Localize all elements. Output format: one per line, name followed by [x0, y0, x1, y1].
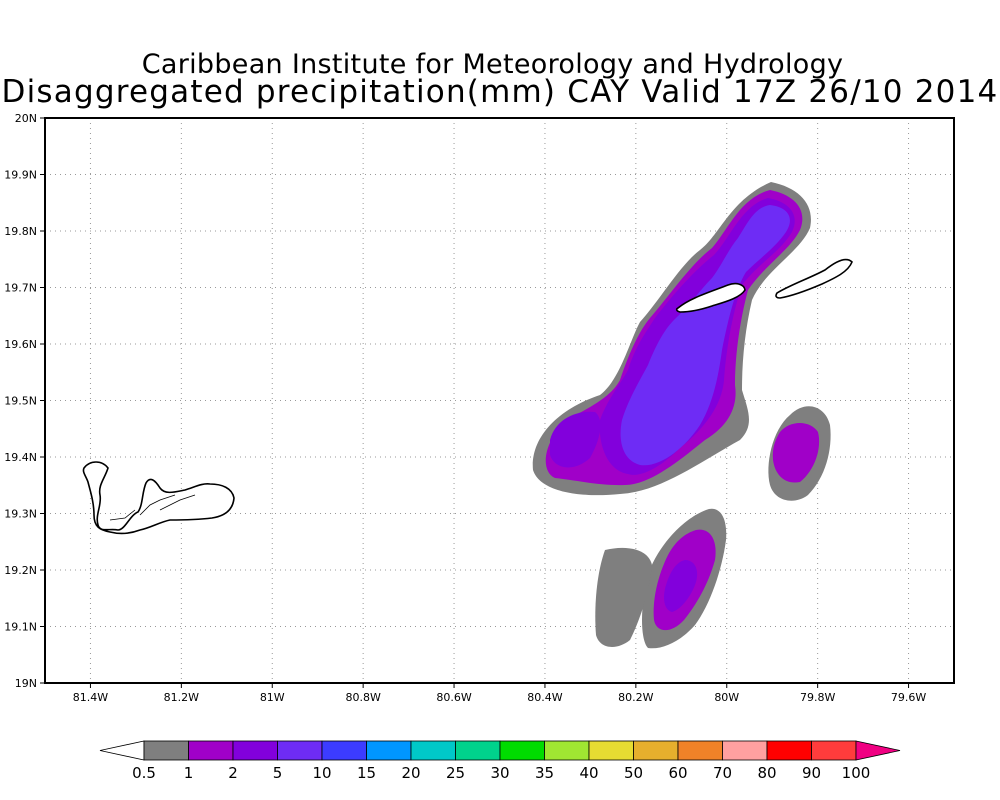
y-tick-label: 19N [15, 677, 37, 690]
x-tick-label: 80W [714, 691, 739, 704]
colorbar-swatch [143, 740, 189, 761]
colorbar-label: 2 [228, 764, 238, 782]
grand-cayman-detail [109, 494, 196, 521]
colorbar-swatch [588, 740, 634, 761]
x-tick-label: 81W [260, 691, 285, 704]
colorbar-swatch [677, 740, 723, 761]
x-tick-label: 79.6W [891, 691, 926, 704]
colorbar-label: 60 [668, 764, 687, 782]
y-tick-label: 19.4N [4, 451, 37, 464]
x-tick-label: 80.4W [527, 691, 562, 704]
y-tick-label: 19.6N [4, 338, 37, 351]
x-axis-ticks: 81.4W 81.2W 81W 80.8W 80.6W 80.4W 80.2W 80W 79.8… [73, 683, 926, 704]
grand-cayman-island [82, 461, 235, 535]
colorbar-swatch [188, 740, 234, 761]
y-tick-label: 20N [15, 112, 37, 125]
colorbar-swatch [321, 740, 367, 761]
colorbar-label: 0.5 [132, 764, 156, 782]
colorbar-swatch [410, 740, 456, 761]
colorbar-swatch [499, 740, 545, 761]
y-tick-label: 19.1N [4, 621, 37, 634]
colorbar-label: 15 [357, 764, 376, 782]
precip-cell-main-5 [620, 205, 790, 466]
colorbar-label: 90 [802, 764, 821, 782]
y-axis-ticks: 20N 19.9N 19.8N 19.7N 19.6N 19.5N 19.4N 19.3N 19… [4, 112, 45, 690]
colorbar-label: 100 [842, 764, 871, 782]
chart-title: Caribbean Institute for Meteorology and … [141, 49, 844, 80]
y-tick-label: 19.3N [4, 508, 37, 521]
colorbar-legend: 0.5 1 2 5 10 15 20 25 30 35 40 50 60 70 80 90 100 [99, 740, 901, 782]
colorbar-swatch [366, 740, 412, 761]
colorbar-swatch [455, 740, 501, 761]
y-tick-label: 19.2N [4, 564, 37, 577]
colorbar-label: 50 [624, 764, 643, 782]
colorbar-swatch [722, 740, 768, 761]
precip-cell-west-2 [550, 411, 601, 468]
colorbar-swatch [544, 740, 590, 761]
colorbar-label: 1 [184, 764, 194, 782]
colorbar-label: 20 [401, 764, 420, 782]
y-tick-label: 19.7N [4, 282, 37, 295]
little-cayman-island [775, 258, 853, 299]
colorbar-label: 40 [579, 764, 598, 782]
y-tick-label: 19.8N [4, 225, 37, 238]
grid-lines [45, 118, 954, 683]
x-tick-label: 80.2W [618, 691, 653, 704]
y-tick-label: 19.9N [4, 169, 37, 182]
precip-cell-south-2 [664, 560, 698, 612]
x-tick-label: 80.8W [345, 691, 380, 704]
precip-cell-southwest-0.5 [595, 547, 652, 647]
x-tick-label: 81.2W [164, 691, 199, 704]
colorbar-swatch [633, 740, 679, 761]
colorbar-label: 10 [312, 764, 331, 782]
colorbar-label: 30 [490, 764, 509, 782]
x-tick-label: 81.4W [73, 691, 108, 704]
precipitation-field [532, 182, 831, 649]
colorbar-label: 5 [273, 764, 283, 782]
colorbar-label: 35 [535, 764, 554, 782]
colorbar-swatch [232, 740, 278, 761]
island-outlines [82, 258, 853, 535]
chart-subtitle: Disaggregated precipitation(mm) CAY Vali… [1, 74, 999, 110]
colorbar-right-arrow [855, 740, 901, 761]
precip-cell-east-1 [772, 423, 820, 483]
x-tick-label: 79.8W [800, 691, 835, 704]
colorbar-swatch [766, 740, 812, 761]
colorbar-label: 80 [757, 764, 776, 782]
cayman-brac-island [675, 282, 746, 313]
colorbar-swatch [811, 740, 857, 761]
colorbar-label: 25 [446, 764, 465, 782]
x-tick-label: 80.6W [436, 691, 471, 704]
colorbar-swatch [277, 740, 323, 761]
colorbar-label: 70 [713, 764, 732, 782]
colorbar-left-arrow [99, 740, 145, 761]
y-tick-label: 19.5N [4, 395, 37, 408]
